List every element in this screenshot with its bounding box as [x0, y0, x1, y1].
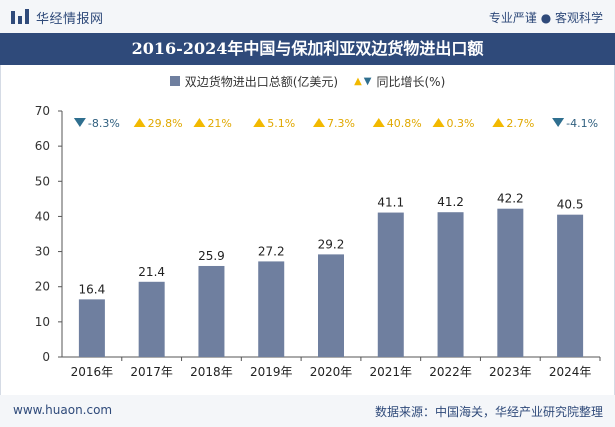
growth-down-marker: [73, 118, 86, 127]
bar-value-label: 41.2: [437, 195, 464, 209]
bar: [198, 265, 225, 357]
legend-item-total: 双边货物进出口总额(亿美元): [169, 73, 339, 90]
brand[interactable]: 华经情报网: [10, 8, 104, 27]
bar-value-label: 41.1: [377, 196, 404, 210]
growth-up-marker: [253, 118, 266, 127]
data-source: 数据来源：中国海关，华经产业研究院整理: [374, 405, 603, 419]
growth-up-marker: [372, 118, 385, 127]
bar-value-label: 16.4: [79, 282, 106, 296]
y-tick-label: 60: [35, 139, 50, 153]
growth-up-marker: [492, 118, 505, 127]
y-tick-label: 20: [35, 280, 50, 294]
growth-down-marker: [552, 118, 565, 127]
bar: [497, 208, 524, 357]
bar-value-label: 42.2: [497, 192, 524, 206]
tagline: 专业严谨 ● 客观科学: [488, 11, 603, 25]
bar: [318, 254, 344, 357]
legend-label-growth: 同比增长(%): [376, 74, 446, 89]
x-tick-label: 2019年: [250, 365, 293, 379]
y-tick-label: 30: [35, 245, 50, 259]
growth-label: 5.1%: [267, 117, 295, 130]
legend-label-total: 双边货物进出口总额(亿美元): [184, 74, 339, 89]
bar-value-label: 29.2: [318, 237, 345, 251]
bar: [377, 212, 404, 357]
bar-value-label: 25.9: [198, 249, 225, 263]
legend-swatch-bar: [169, 76, 180, 86]
growth-label: 21%: [207, 117, 231, 130]
bar-value-label: 27.2: [258, 244, 285, 258]
x-tick-label: 2016年: [71, 365, 114, 379]
x-tick-label: 2024年: [549, 365, 592, 379]
y-tick-label: 50: [35, 174, 50, 188]
x-tick-label: 2020年: [310, 365, 353, 379]
growth-label: 29.8%: [148, 117, 183, 130]
bar-value-label: 21.4: [138, 265, 165, 279]
x-tick-label: 2018年: [190, 365, 233, 379]
growth-label: 2.7%: [506, 117, 534, 130]
growth-label: -4.1%: [566, 117, 598, 130]
x-tick-label: 2022年: [429, 365, 472, 379]
bar: [557, 214, 584, 357]
growth-up-marker: [313, 118, 325, 127]
legend: 双边货物进出口总额(亿美元) ▲ ▼ 同比增长(%): [0, 72, 615, 90]
footer: www.huaon.com 数据来源：中国海关，华经产业研究院整理: [0, 395, 615, 427]
bar-chart: 0 10 20 30 40 50 60 70 16.4 2016年 -8.3% 21.4 2017年 29…: [35, 104, 601, 379]
growth-up-marker: [432, 118, 445, 127]
bar-logo-icon: [11, 9, 29, 24]
bar: [437, 212, 464, 357]
growth-label: 0.3%: [447, 117, 475, 130]
y-tick-label: 40: [35, 209, 50, 223]
bar: [138, 281, 165, 357]
website-link[interactable]: www.huaon.com: [13, 403, 113, 417]
triangle-up-icon: ▲: [354, 75, 362, 87]
top-bar: 华经情报网 专业严谨 ● 客观科学: [0, 0, 615, 33]
y-tick-label: 70: [35, 104, 50, 118]
x-tick-label: 2021年: [370, 365, 413, 379]
legend-item-growth: ▲ ▼ 同比增长(%): [354, 73, 445, 90]
title-bar: 2016-2024年中国与保加利亚双边货物进出口额: [0, 33, 615, 65]
chart-title: 2016-2024年中国与保加利亚双边货物进出口额: [131, 39, 484, 58]
bar: [258, 261, 285, 357]
growth-up-marker: [133, 118, 146, 127]
triangle-down-icon: ▼: [363, 75, 372, 87]
growth-label: 7.3%: [327, 117, 355, 130]
x-tick-label: 2023年: [489, 365, 532, 379]
x-tick-label: 2017年: [130, 365, 173, 379]
bar: [78, 299, 105, 357]
y-tick-label: 10: [35, 315, 50, 329]
bar-value-label: 40.5: [557, 198, 584, 212]
brand-name: 华经情报网: [36, 11, 104, 27]
growth-up-marker: [193, 118, 206, 127]
growth-label: 40.8%: [387, 117, 422, 130]
y-tick-label: 0: [42, 350, 50, 364]
growth-label: -8.3%: [88, 117, 120, 130]
